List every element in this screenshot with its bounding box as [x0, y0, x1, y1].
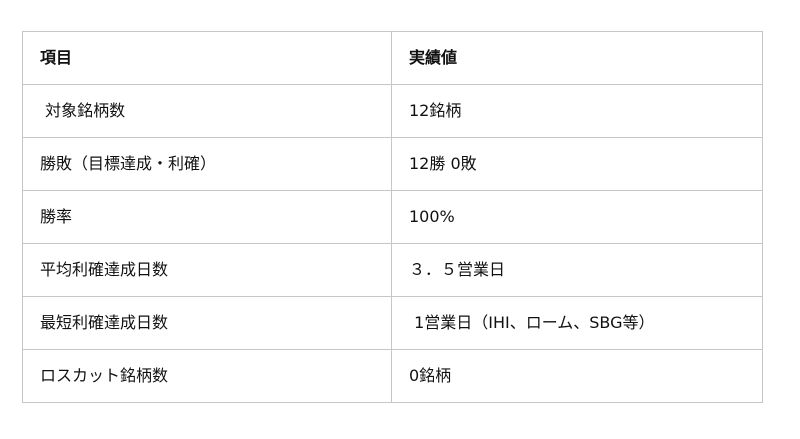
value-cell: 12勝 0敗 — [391, 137, 763, 191]
item-cell: 対象銘柄数 — [22, 84, 392, 138]
value-cell: ３．５営業日 — [391, 243, 763, 297]
value-cell: 100% — [391, 190, 763, 244]
table-row: ロスカット銘柄数 0銘柄 — [22, 349, 763, 403]
table-row: 勝敗（目標達成・利確） 12勝 0敗 — [22, 137, 763, 191]
item-cell: 最短利確達成日数 — [22, 296, 392, 350]
item-cell: 平均利確達成日数 — [22, 243, 392, 297]
table-row: 平均利確達成日数 ３．５営業日 — [22, 243, 763, 297]
table-row: 対象銘柄数 12銘柄 — [22, 84, 763, 138]
value-cell: 12銘柄 — [391, 84, 763, 138]
performance-table: 項目 実績値 対象銘柄数 12銘柄 勝敗（目標達成・利確） 12勝 0敗 勝率 … — [22, 31, 763, 403]
table-header-row: 項目 実績値 — [22, 31, 763, 85]
column-header-value: 実績値 — [391, 31, 763, 85]
item-cell: 勝敗（目標達成・利確） — [22, 137, 392, 191]
item-cell: ロスカット銘柄数 — [22, 349, 392, 403]
column-header-item: 項目 — [22, 31, 392, 85]
value-cell: 1営業日（IHI、ローム、SBG等） — [391, 296, 763, 350]
item-cell: 勝率 — [22, 190, 392, 244]
table-row: 勝率 100% — [22, 190, 763, 244]
table-row: 最短利確達成日数 1営業日（IHI、ローム、SBG等） — [22, 296, 763, 350]
value-cell: 0銘柄 — [391, 349, 763, 403]
